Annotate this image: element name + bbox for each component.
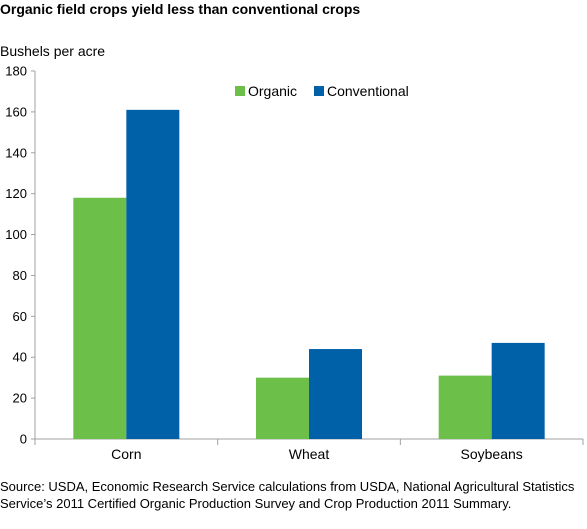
bar-organic-soybeans bbox=[438, 375, 492, 439]
y-tick-label: 40 bbox=[13, 350, 27, 365]
y-tick-label: 140 bbox=[5, 145, 27, 160]
y-tick-label: 100 bbox=[5, 227, 27, 242]
bar-conventional-wheat bbox=[309, 349, 362, 439]
chart-title: Organic field crops yield less than conv… bbox=[0, 1, 361, 17]
y-tick-label: 20 bbox=[13, 391, 27, 406]
legend-swatch-conventional bbox=[314, 86, 324, 96]
bar-organic-wheat bbox=[256, 377, 309, 439]
x-category-label: Wheat bbox=[289, 446, 330, 462]
legend-swatch-organic bbox=[235, 86, 245, 96]
x-category-label: Corn bbox=[111, 446, 141, 462]
y-tick-label: 180 bbox=[5, 64, 27, 79]
legend-label-organic: Organic bbox=[248, 83, 297, 99]
source-note: Source: USDA, Economic Research Service … bbox=[0, 479, 575, 511]
y-axis-label: Bushels per acre bbox=[0, 43, 106, 59]
y-tick-label: 60 bbox=[13, 309, 27, 324]
legend-label-conventional: Conventional bbox=[327, 83, 409, 99]
bars bbox=[73, 109, 545, 439]
bar-conventional-soybeans bbox=[491, 342, 545, 439]
bar-organic-corn bbox=[73, 197, 127, 439]
bar-chart: 0 20 40 60 80 100 120 140 160 180 Corn Wheat Soybean… bbox=[5, 64, 584, 462]
y-tick-label: 160 bbox=[5, 104, 27, 119]
y-tick-label: 0 bbox=[20, 432, 27, 447]
legend: Organic Conventional bbox=[235, 83, 409, 99]
x-category-label: Soybeans bbox=[461, 446, 523, 462]
bar-conventional-corn bbox=[126, 109, 180, 439]
y-tick-label: 120 bbox=[5, 186, 27, 201]
y-tick-label: 80 bbox=[13, 268, 27, 283]
